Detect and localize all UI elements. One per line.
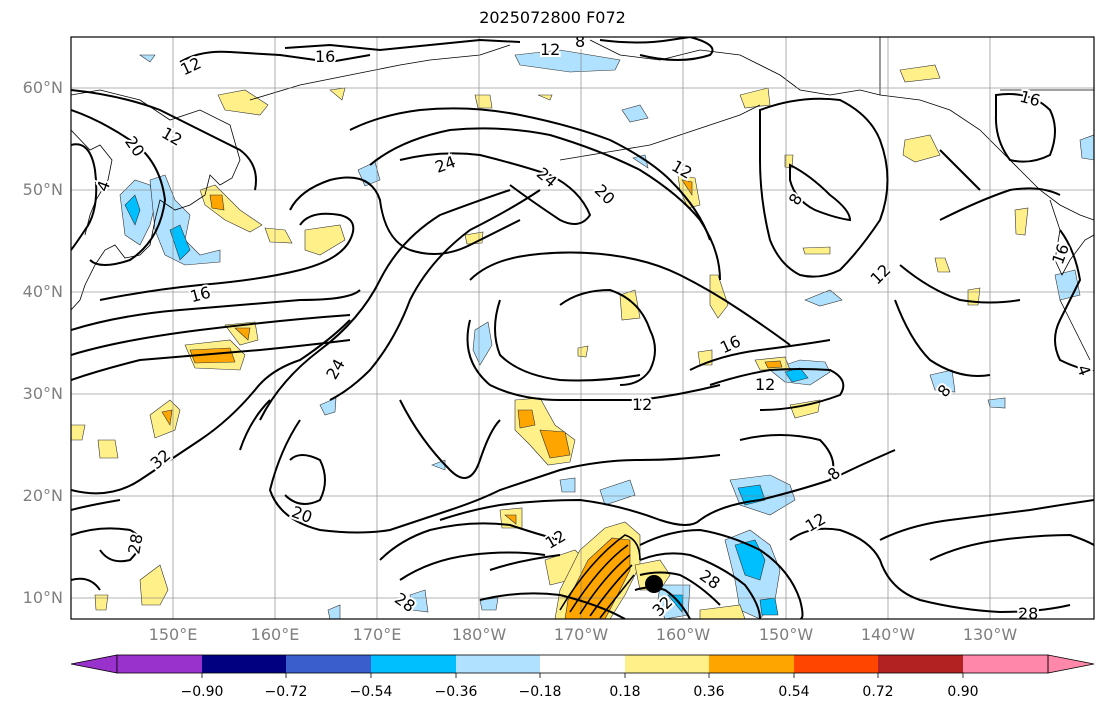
contour-label: 28 bbox=[1018, 604, 1038, 623]
colorbar-tick-label: −0.90 bbox=[180, 684, 224, 700]
contour-label: 12 bbox=[755, 375, 775, 394]
colorbar-over-arrow bbox=[1047, 654, 1095, 674]
lon-label-140w: 140°W bbox=[860, 625, 916, 644]
lon-label-150w: 150°W bbox=[758, 625, 814, 644]
colorbar-bin bbox=[709, 655, 794, 673]
colorbar-bin bbox=[963, 655, 1048, 673]
colorbar bbox=[70, 654, 1095, 678]
colorbar-tick-label: −0.54 bbox=[349, 684, 393, 700]
colorbar-bin bbox=[286, 655, 371, 673]
colorbar-bin bbox=[456, 655, 540, 673]
colorbar-bin bbox=[540, 655, 625, 673]
contour-label: 12 bbox=[540, 40, 560, 59]
colorbar-bin bbox=[878, 655, 963, 673]
contour-label: 12 bbox=[632, 395, 652, 414]
contour-label: 8 bbox=[575, 32, 585, 51]
colorbar-tick-label: 0.36 bbox=[693, 684, 725, 700]
tropical-cyclone-marker bbox=[645, 575, 663, 593]
lon-label-180w: 180°W bbox=[451, 625, 507, 644]
contour-label: 16 bbox=[315, 47, 335, 66]
colorbar-bin bbox=[625, 655, 709, 673]
colorbar-bin bbox=[371, 655, 456, 673]
cyclone-contours bbox=[559, 534, 641, 619]
lat-label-20n: 20°N bbox=[22, 486, 63, 505]
lon-label-170e: 170°E bbox=[352, 625, 402, 644]
lon-label-130w: 130°W bbox=[962, 625, 1018, 644]
lon-label-170w: 170°W bbox=[553, 625, 609, 644]
lat-label-30n: 30°N bbox=[22, 384, 63, 403]
colorbar-bin bbox=[202, 655, 286, 673]
colorbar-tick-label: 0.90 bbox=[947, 684, 979, 700]
colorbar-tick-label: −0.72 bbox=[264, 684, 308, 700]
plot-border bbox=[70, 36, 1095, 620]
contour-label: 28 bbox=[124, 532, 146, 555]
map-title: 2025072800 F072 bbox=[479, 8, 626, 27]
colorbar-tick-label: −0.36 bbox=[434, 684, 478, 700]
lon-label-150e: 150°E bbox=[148, 625, 198, 644]
lon-label-160w: 160°W bbox=[655, 625, 711, 644]
lat-label-50n: 50°N bbox=[22, 180, 63, 199]
contour-lines bbox=[71, 37, 1094, 619]
colorbar-bin bbox=[117, 655, 202, 673]
lon-label-160e: 160°E bbox=[250, 625, 300, 644]
colorbar-tick-label: 0.72 bbox=[862, 684, 894, 700]
gridlines bbox=[71, 37, 1094, 619]
colorbar-under-arrow bbox=[70, 654, 118, 674]
lat-label-60n: 60°N bbox=[22, 78, 63, 97]
colorbar-tick-label: 0.54 bbox=[778, 684, 810, 700]
colorbar-bin bbox=[794, 655, 878, 673]
colorbar-tick-label: 0.18 bbox=[609, 684, 641, 700]
colorbar-tick-label: −0.18 bbox=[518, 684, 562, 700]
lat-label-40n: 40°N bbox=[22, 282, 63, 301]
lat-label-10n: 10°N bbox=[22, 588, 63, 607]
